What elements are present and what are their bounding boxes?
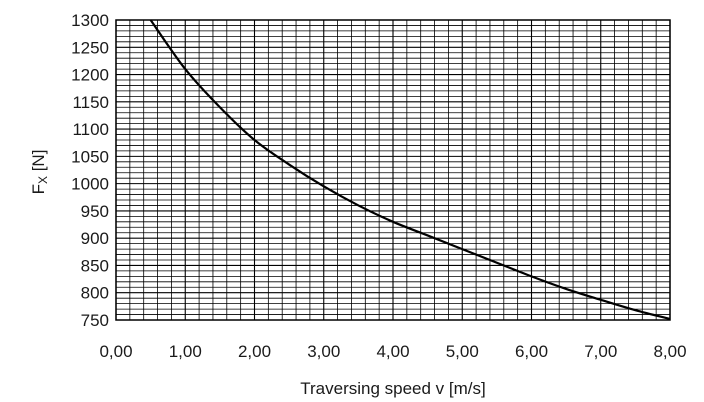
y-tick-label: 800 (81, 284, 109, 303)
series-curve-group (149, 19, 671, 320)
x-tick-label: 6,00 (515, 342, 548, 361)
y-tick-label: 850 (81, 256, 109, 275)
series-line (149, 19, 671, 320)
x-tick-label: 3,00 (307, 342, 340, 361)
plot-frame (115, 19, 671, 321)
y-tick-label: 1000 (71, 175, 109, 194)
y-axis-label: FX [N] (29, 150, 50, 195)
x-tick-label: 7,00 (584, 342, 617, 361)
y-tick-label: 1150 (72, 93, 109, 112)
x-axis-label: Traversing speed v [m/s] (300, 379, 486, 398)
y-tick-label: 1100 (72, 120, 109, 139)
x-tick-label: 4,00 (376, 342, 409, 361)
y-axis-label-subscript: X (36, 176, 50, 184)
y-tick-label: 1250 (71, 38, 109, 57)
grid (115, 19, 671, 321)
x-tick-label: 0,00 (99, 342, 132, 361)
x-tick-label: 2,00 (238, 342, 271, 361)
y-tick-label: 950 (81, 202, 109, 221)
y-tick-label: 1200 (71, 66, 109, 85)
y-tick-label: 1300 (71, 11, 109, 30)
y-tick-label: 900 (81, 229, 109, 248)
x-tick-label: 1,00 (169, 342, 202, 361)
y-axis-label-main: F (29, 184, 48, 194)
x-axis-ticks: 0,00 1,00 2,00 3,00 4,00 5,00 6,00 7,00 8,00 (99, 342, 686, 361)
x-tick-label: 8,00 (653, 342, 686, 361)
y-axis-ticks: 750 800 850 900 950 1000 1050 1100 1150 1200 1250 1… (71, 11, 109, 330)
y-tick-label: 1050 (71, 147, 109, 166)
x-tick-label: 5,00 (446, 342, 479, 361)
y-axis-label-unit: [N] (29, 150, 48, 176)
y-tick-label: 750 (81, 311, 109, 330)
